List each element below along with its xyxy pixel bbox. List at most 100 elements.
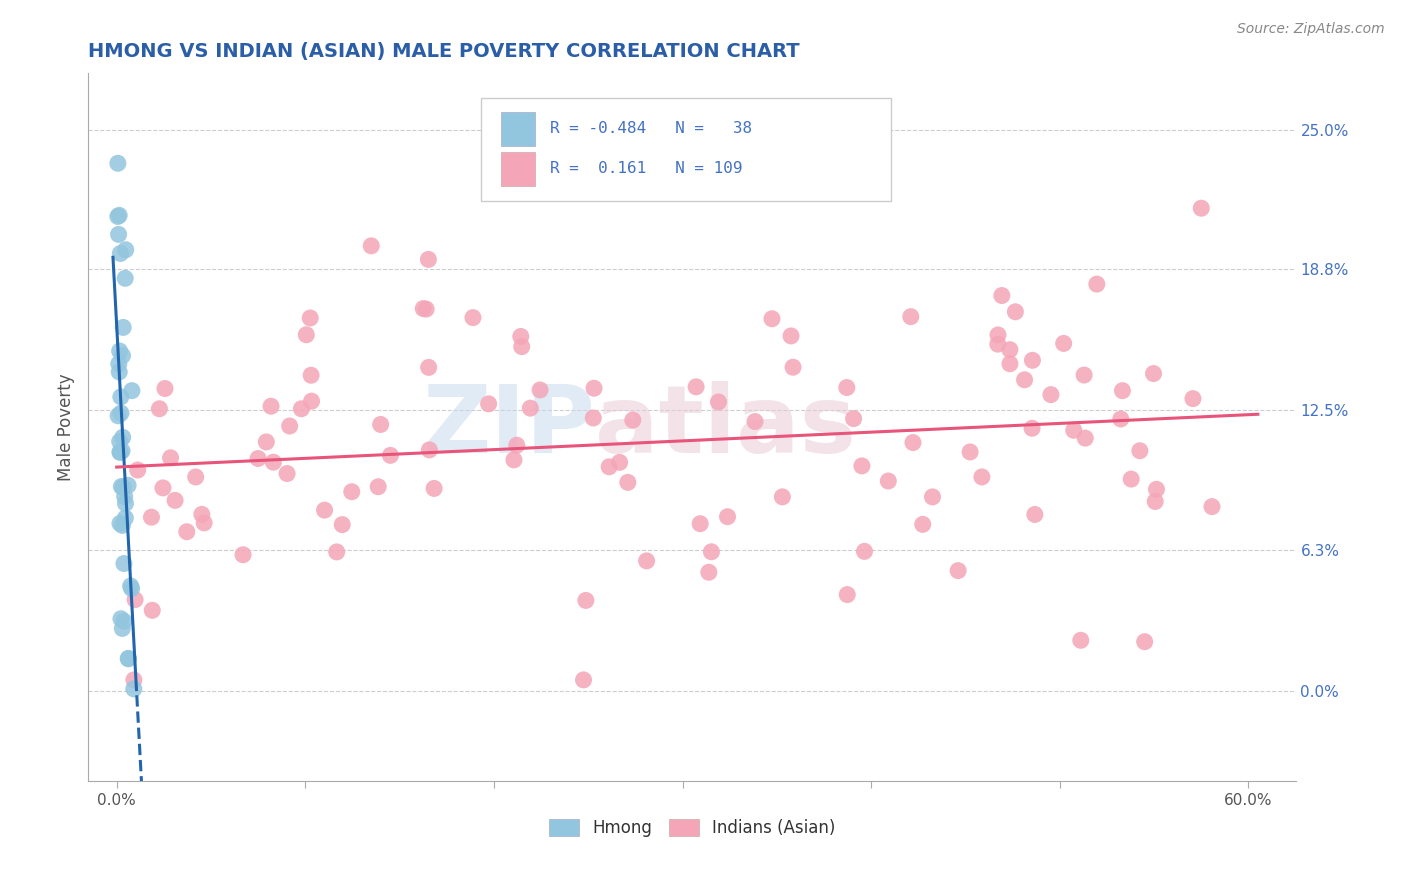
Point xyxy=(1021,421,1043,435)
Point xyxy=(835,380,858,394)
Point xyxy=(901,435,924,450)
Point xyxy=(418,442,440,457)
Point xyxy=(519,401,541,416)
Point xyxy=(340,484,363,499)
Point xyxy=(1063,423,1085,437)
Point xyxy=(1070,633,1092,648)
Point xyxy=(506,438,529,452)
Point xyxy=(124,592,146,607)
Point xyxy=(141,510,163,524)
Point xyxy=(911,517,934,532)
Point xyxy=(301,394,323,409)
Point xyxy=(418,360,440,375)
Point xyxy=(191,508,214,522)
Point xyxy=(159,450,181,465)
Point xyxy=(184,470,207,484)
Point xyxy=(107,227,129,242)
Point xyxy=(110,612,132,626)
Text: HMONG VS INDIAN (ASIAN) MALE POVERTY CORRELATION CHART: HMONG VS INDIAN (ASIAN) MALE POVERTY COR… xyxy=(89,42,800,61)
Point xyxy=(970,470,993,484)
Point xyxy=(1111,384,1133,398)
Point xyxy=(744,415,766,429)
Point xyxy=(380,449,402,463)
Point xyxy=(617,475,640,490)
Point xyxy=(1133,634,1156,648)
Point xyxy=(153,382,176,396)
Point xyxy=(1085,277,1108,291)
Point xyxy=(780,329,803,343)
Point xyxy=(842,411,865,425)
Point xyxy=(1121,472,1143,486)
Point xyxy=(141,603,163,617)
Point xyxy=(572,673,595,687)
Point xyxy=(299,368,322,383)
Text: Source: ZipAtlas.com: Source: ZipAtlas.com xyxy=(1237,22,1385,37)
Point xyxy=(1189,201,1212,215)
Y-axis label: Male Poverty: Male Poverty xyxy=(58,374,75,481)
Point xyxy=(998,343,1021,357)
Point xyxy=(946,564,969,578)
Point xyxy=(877,474,900,488)
Point xyxy=(114,271,136,285)
Point xyxy=(998,357,1021,371)
Point xyxy=(114,511,136,525)
Point xyxy=(1014,373,1036,387)
Point xyxy=(959,445,981,459)
Point xyxy=(575,593,598,607)
FancyBboxPatch shape xyxy=(481,98,891,201)
Point xyxy=(360,239,382,253)
Point xyxy=(117,652,139,666)
Point xyxy=(111,622,134,636)
Point xyxy=(110,246,132,260)
Point xyxy=(1039,387,1062,401)
Point xyxy=(412,301,434,316)
Point xyxy=(367,480,389,494)
Point xyxy=(193,516,215,530)
Point xyxy=(1129,443,1152,458)
Text: R =  0.161   N = 109: R = 0.161 N = 109 xyxy=(550,161,742,177)
Point xyxy=(111,518,134,533)
Point xyxy=(112,320,135,334)
Point xyxy=(509,329,531,343)
Point xyxy=(176,524,198,539)
Text: ZIP: ZIP xyxy=(423,381,595,473)
Point xyxy=(276,467,298,481)
Point xyxy=(1053,336,1076,351)
Point xyxy=(108,365,131,379)
Point xyxy=(510,340,533,354)
Point xyxy=(621,413,644,427)
Point xyxy=(707,395,730,409)
Point xyxy=(121,384,143,398)
Point xyxy=(1201,500,1223,514)
Text: R = -0.484   N =   38: R = -0.484 N = 38 xyxy=(550,121,752,136)
Point xyxy=(108,445,131,459)
Point xyxy=(254,434,277,449)
Point xyxy=(108,434,131,449)
Point xyxy=(112,615,135,629)
Point xyxy=(122,681,145,696)
Point xyxy=(900,310,922,324)
Point xyxy=(117,651,139,665)
Point xyxy=(120,579,142,593)
Point xyxy=(1181,392,1204,406)
Point xyxy=(609,455,631,469)
Point xyxy=(1142,367,1164,381)
Legend: Hmong, Indians (Asian): Hmong, Indians (Asian) xyxy=(543,812,842,844)
Point xyxy=(110,390,132,404)
Point xyxy=(1074,431,1097,445)
Point xyxy=(598,459,620,474)
Point xyxy=(152,481,174,495)
Point xyxy=(117,478,139,492)
Point xyxy=(278,419,301,434)
Point xyxy=(461,310,484,325)
Point xyxy=(107,409,129,423)
Point xyxy=(114,243,136,257)
Point xyxy=(1146,483,1168,497)
Point xyxy=(1021,353,1043,368)
Point xyxy=(148,401,170,416)
Point xyxy=(582,381,605,395)
Point xyxy=(299,310,322,325)
Point xyxy=(108,516,131,531)
Point xyxy=(987,328,1010,343)
Point xyxy=(262,455,284,469)
